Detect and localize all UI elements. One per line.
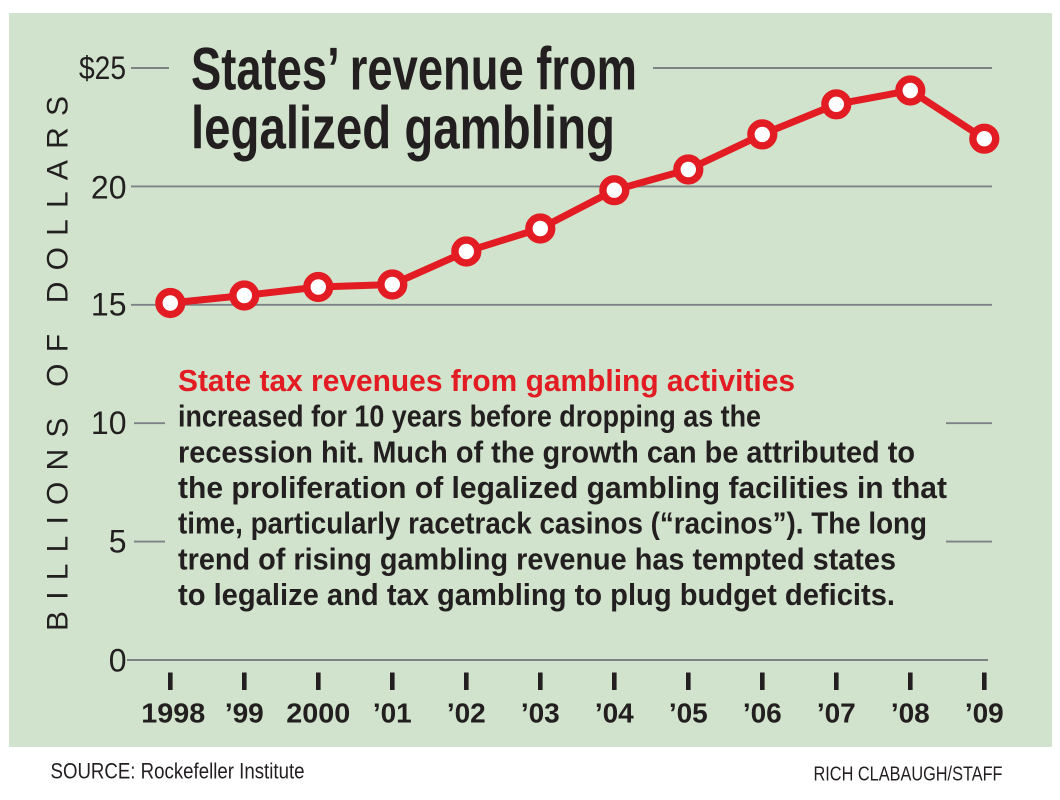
svg-text:the proliferation of legalized: the proliferation of legalized gambling … xyxy=(178,470,947,505)
svg-text:State tax revenues from gambli: State tax revenues from gambling activit… xyxy=(178,363,795,398)
svg-text:’99: ’99 xyxy=(225,698,264,729)
svg-text:trend of rising gambling reven: trend of rising gambling revenue has tem… xyxy=(178,541,896,576)
svg-text:’04: ’04 xyxy=(595,698,634,729)
svg-text:’02: ’02 xyxy=(447,698,486,729)
svg-text:’01: ’01 xyxy=(373,698,412,729)
svg-text:0: 0 xyxy=(109,643,127,679)
svg-text:’06: ’06 xyxy=(743,698,782,729)
svg-text:RICH CLABAUGH/STAFF: RICH CLABAUGH/STAFF xyxy=(814,763,1003,786)
svg-text:to legalize and tax gambling t: to legalize and tax gambling to plug bud… xyxy=(178,577,895,612)
svg-text:BILLIONS OF DOLLARS: BILLIONS OF DOLLARS xyxy=(41,96,74,631)
svg-text:recession hit. Much of the gro: recession hit. Much of the growth can be… xyxy=(178,434,915,469)
svg-text:SOURCE: Rockefeller Institute: SOURCE: Rockefeller Institute xyxy=(51,759,305,784)
svg-text:increased for 10 years before: increased for 10 years before dropping a… xyxy=(178,399,761,434)
svg-text:’07: ’07 xyxy=(817,698,856,729)
svg-text:States’ revenue from: States’ revenue from xyxy=(191,36,637,103)
svg-text:$25: $25 xyxy=(79,50,126,86)
svg-text:time, particularly racetrack c: time, particularly racetrack casinos (“r… xyxy=(178,506,927,541)
svg-text:10: 10 xyxy=(91,405,127,441)
svg-text:1998: 1998 xyxy=(141,698,205,729)
svg-text:20: 20 xyxy=(91,169,127,205)
svg-text:legalized gambling: legalized gambling xyxy=(191,95,615,162)
svg-text:’08: ’08 xyxy=(891,698,930,729)
svg-text:’09: ’09 xyxy=(965,698,1004,729)
svg-text:’03: ’03 xyxy=(521,698,560,729)
svg-text:5: 5 xyxy=(109,524,127,560)
svg-text:15: 15 xyxy=(91,287,127,323)
svg-text:’05: ’05 xyxy=(669,698,708,729)
svg-text:2000: 2000 xyxy=(286,698,350,729)
